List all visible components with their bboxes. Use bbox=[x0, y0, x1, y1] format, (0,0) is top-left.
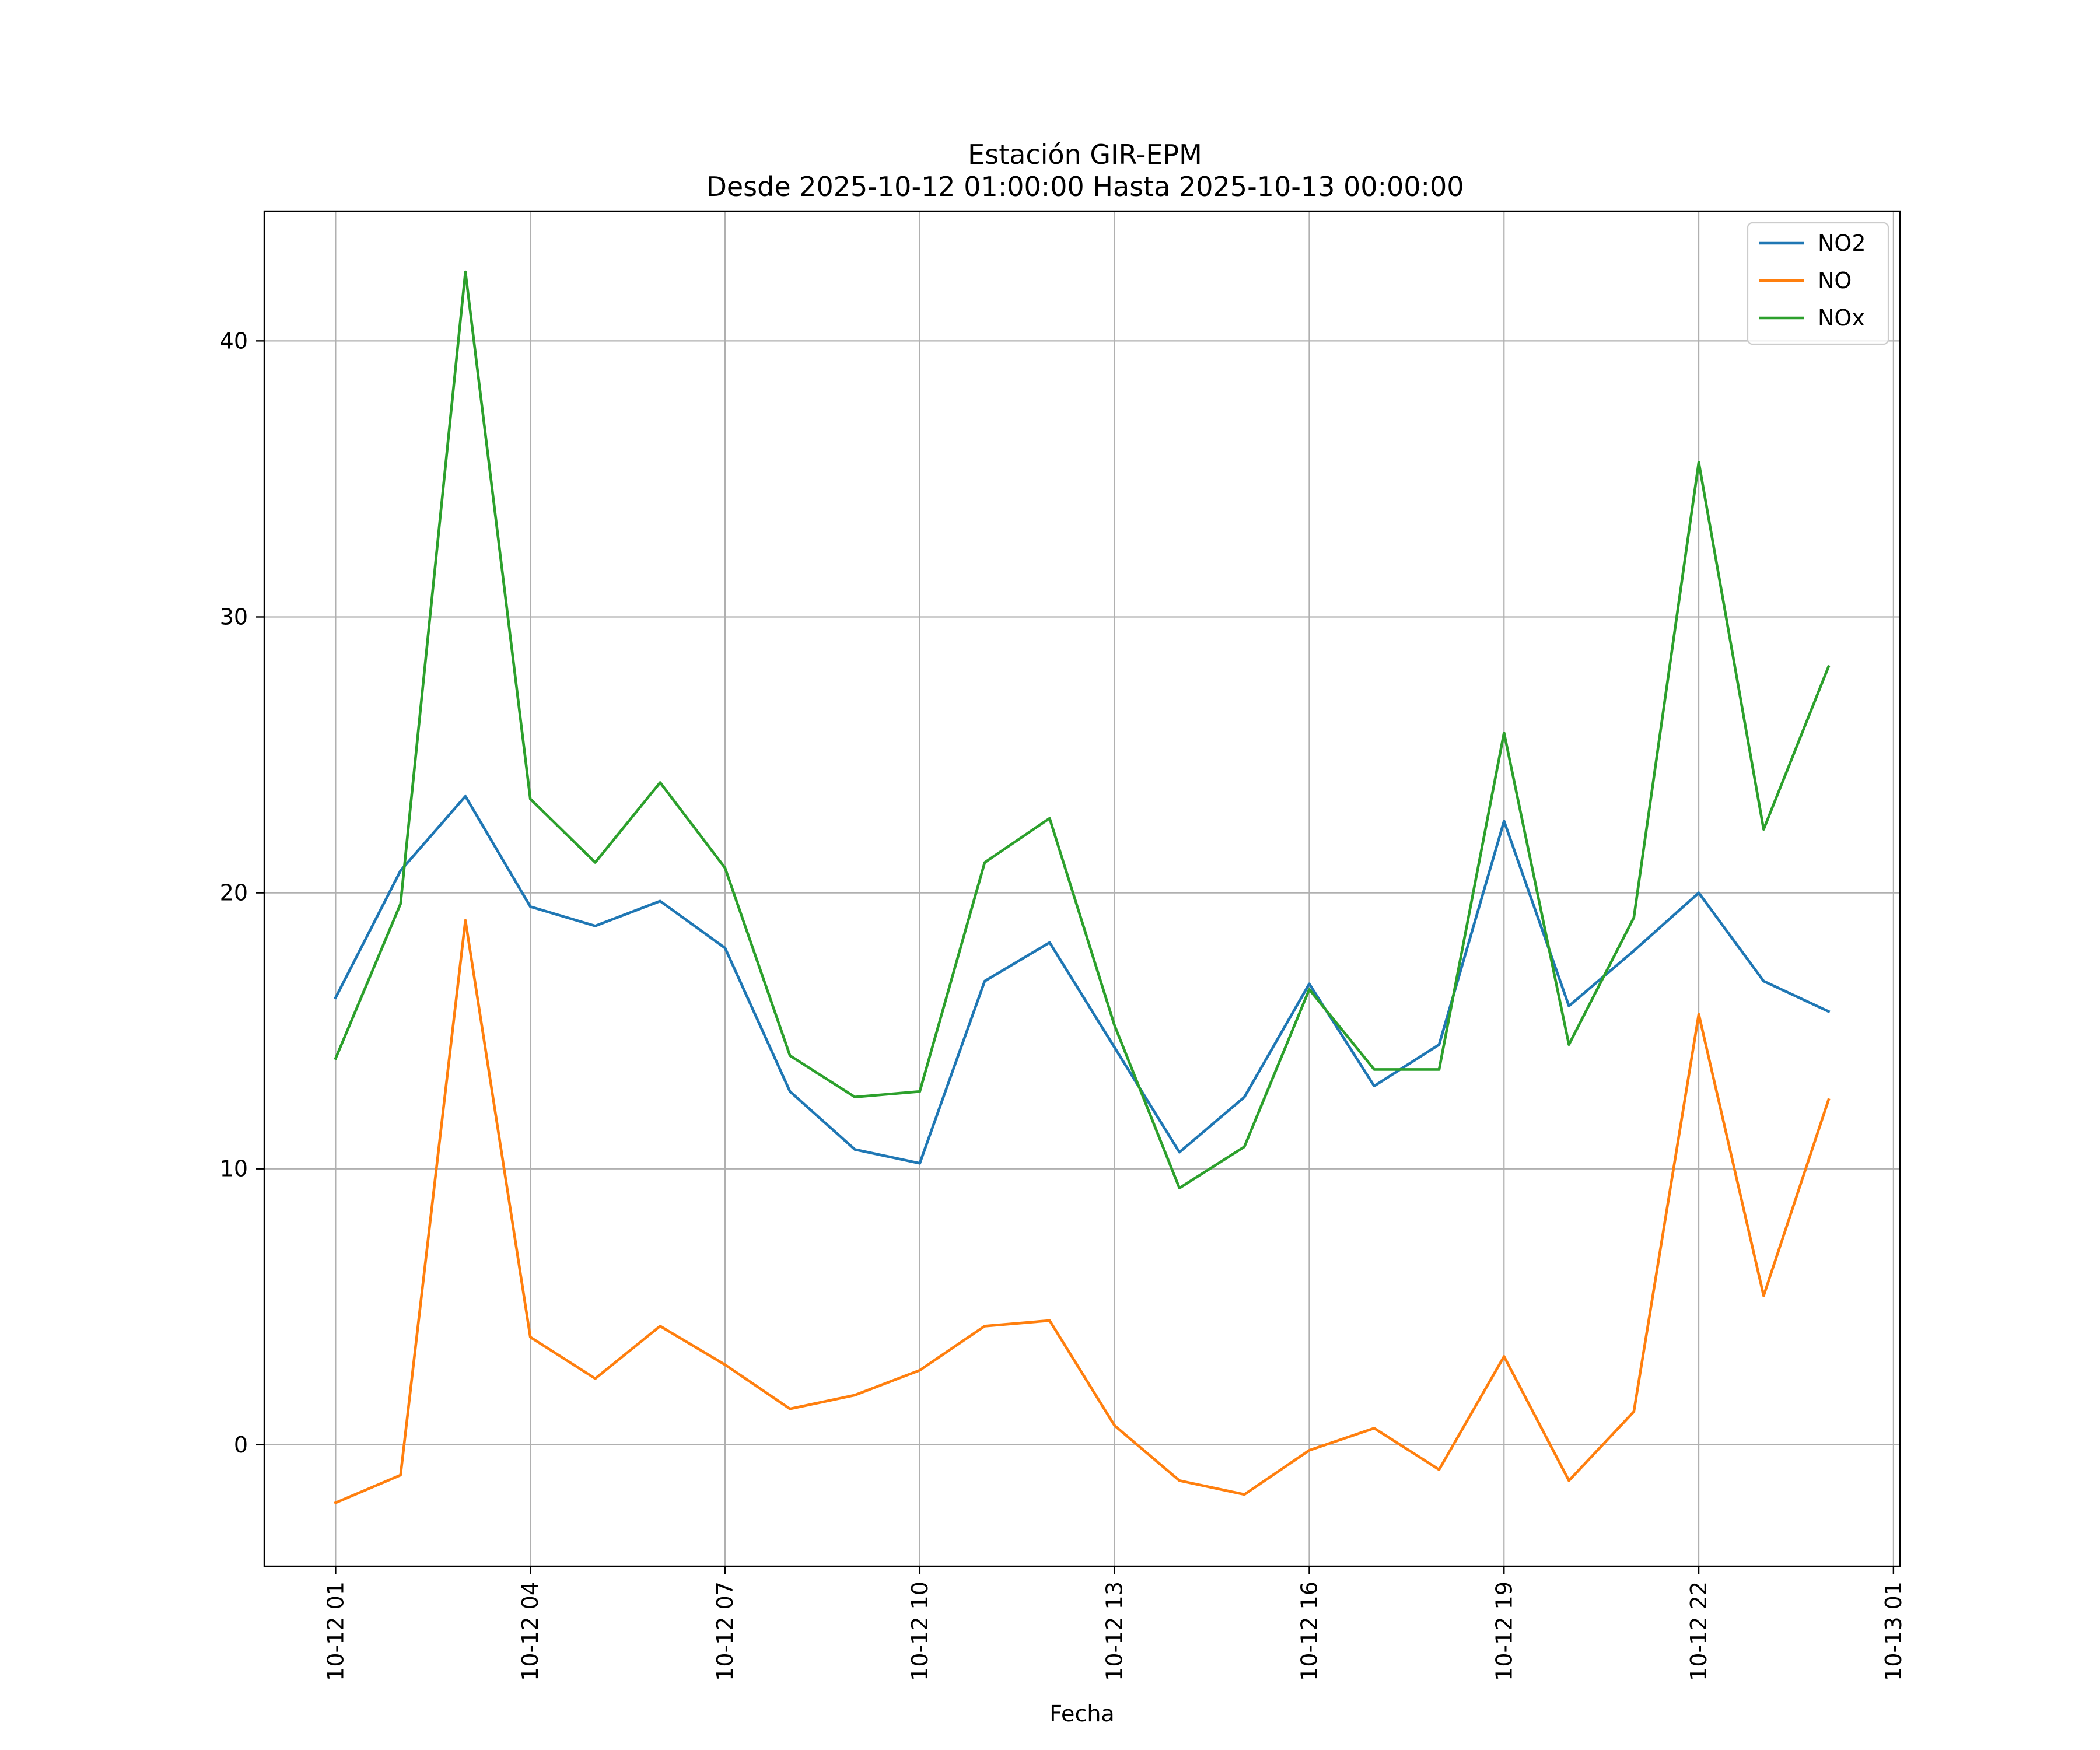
series-no2 bbox=[334, 794, 1831, 1165]
series-line-nox bbox=[334, 270, 1831, 1190]
x-tick-label: 10-12 19 bbox=[1491, 1581, 1517, 1681]
x-tick-label: 10-12 16 bbox=[1296, 1581, 1322, 1681]
chart-subtitle: Desde 2025-10-12 01:00:00 Hasta 2025-10-… bbox=[706, 171, 1464, 202]
chart-title-group: Estación GIR-EPM Desde 2025-10-12 01:00:… bbox=[706, 139, 1464, 202]
x-tick-label: 10-12 10 bbox=[907, 1581, 933, 1681]
ticks-layer: 10-12 01 10-12 04 10-12 07 10-12 10 10-12 13… bbox=[220, 328, 1906, 1681]
x-tick-label: 10-12 01 bbox=[323, 1581, 348, 1681]
series-no bbox=[334, 919, 1831, 1505]
y-tick-label: 20 bbox=[220, 880, 248, 906]
y-tick-label: 30 bbox=[220, 604, 248, 629]
legend-frame bbox=[1746, 222, 1889, 345]
series-line-no bbox=[334, 919, 1831, 1505]
legend-label: NO2 bbox=[1818, 230, 1866, 256]
y-tick-label: 0 bbox=[234, 1432, 248, 1458]
x-tick-label: 10-12 07 bbox=[712, 1581, 738, 1681]
x-axis-label: Fecha bbox=[1049, 1701, 1114, 1727]
y-tick-label: 40 bbox=[220, 328, 248, 354]
series-layer bbox=[334, 270, 1831, 1505]
legend: NO2 NO NOx bbox=[1746, 222, 1889, 345]
plot-frame bbox=[263, 210, 1901, 1567]
grid-layer bbox=[264, 211, 1900, 1566]
series-nox bbox=[334, 270, 1831, 1190]
series-line-no2 bbox=[334, 794, 1831, 1165]
x-tick-label: 10-12 22 bbox=[1686, 1581, 1712, 1681]
y-tick-label: 10 bbox=[220, 1156, 248, 1182]
x-tick-label: 10-12 13 bbox=[1102, 1581, 1128, 1681]
x-tick-label: 10-13 01 bbox=[1881, 1581, 1906, 1681]
legend-label: NOx bbox=[1818, 305, 1865, 331]
x-tick-label: 10-12 04 bbox=[517, 1581, 543, 1681]
chart-title: Estación GIR-EPM bbox=[968, 139, 1202, 170]
legend-label: NO bbox=[1818, 268, 1852, 293]
